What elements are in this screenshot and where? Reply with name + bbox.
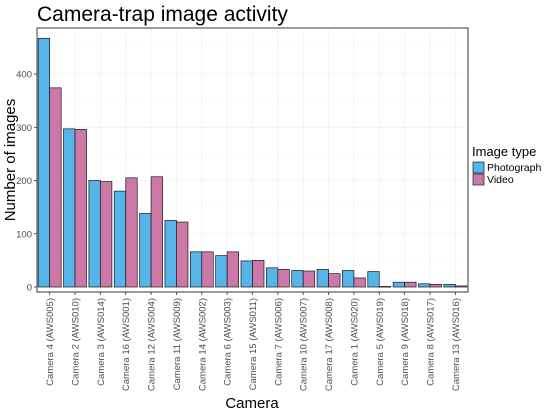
bar-video-1 xyxy=(49,87,62,288)
bar-photograph-9 xyxy=(240,260,253,288)
legend-title: Image type xyxy=(472,144,536,159)
x-tick-label: Camera 5 (AWS019) xyxy=(375,298,386,386)
x-tick-label: Camera 16 (AWS001) xyxy=(121,298,132,391)
x-tick-label: Camera 7 (AWS006) xyxy=(273,298,284,386)
x-tick-label: Camera 11 (AWS009) xyxy=(172,298,183,390)
bar-photograph-12 xyxy=(316,269,329,288)
bar-photograph-16 xyxy=(418,283,431,288)
bar-video-4 xyxy=(125,177,138,288)
bar-photograph-7 xyxy=(189,251,203,288)
bar-video-16 xyxy=(429,283,442,288)
x-tick-label: Camera 17 (AWS008) xyxy=(324,298,335,391)
y-axis-ticks: 0 100 200 300 400 xyxy=(16,70,37,294)
chart-title: Camera-trap image activity xyxy=(37,3,288,26)
bar-video-6 xyxy=(176,221,189,288)
bar-photograph-10 xyxy=(266,267,279,288)
y-tick-label: 400 xyxy=(16,70,32,81)
y-tick-label: 300 xyxy=(16,123,32,134)
legend-label-video: Video xyxy=(487,174,514,186)
x-tick-label: Camera 2 (AWS010) xyxy=(71,298,82,386)
x-axis-title: Camera xyxy=(225,395,279,412)
y-tick-label: 0 xyxy=(27,283,32,294)
x-tick-label: Camera 15 (AWS011) xyxy=(248,298,259,390)
legend-key-photograph xyxy=(472,161,485,174)
bar-video-2 xyxy=(74,129,87,288)
x-tick-label: Camera 8 (AWS017) xyxy=(425,298,436,386)
bar-photograph-6 xyxy=(164,220,177,288)
bar-video-5 xyxy=(150,176,163,288)
bar-photograph-13 xyxy=(342,270,355,288)
legend-label-photograph: Photograph xyxy=(487,162,541,174)
bar-photograph-1 xyxy=(37,37,51,288)
bar-video-17 xyxy=(454,285,468,288)
bar-video-8 xyxy=(226,251,239,288)
bar-photograph-14 xyxy=(367,271,380,288)
x-tick-label: Camera 4 (AWS005) xyxy=(45,298,56,386)
bar-video-14 xyxy=(378,286,392,288)
x-tick-label: Camera 13 (AWS016) xyxy=(451,298,462,391)
x-tick-label: Camera 9 (AWS018) xyxy=(400,298,411,386)
bar-video-13 xyxy=(353,277,366,288)
x-tick-label: Camera 3 (AWS014) xyxy=(96,298,107,386)
x-tick-label: Camera 12 (AWS004) xyxy=(147,298,158,391)
bar-photograph-3 xyxy=(88,180,101,288)
bar-photograph-17 xyxy=(443,283,456,288)
x-tick-label: Camera 10 (AWS007) xyxy=(299,298,310,391)
bar-photograph-11 xyxy=(291,270,304,288)
x-tick-label: Camera 1 (AWS020) xyxy=(349,298,360,386)
bar-photograph-5 xyxy=(139,213,152,288)
y-axis-title: Number of images xyxy=(2,99,19,222)
x-axis-ticks: Camera 4 (AWS005) Camera 2 (AWS010) Camera… xyxy=(45,292,462,391)
bar-photograph-4 xyxy=(113,190,127,288)
y-tick-label: 100 xyxy=(16,229,32,240)
x-tick-label: Camera 6 (AWS003) xyxy=(223,298,234,386)
bar-photograph-2 xyxy=(63,128,76,288)
x-tick-label: Camera 14 (AWS002) xyxy=(197,298,208,391)
bar-video-7 xyxy=(201,251,214,288)
bar-video-12 xyxy=(328,273,341,288)
bar-video-3 xyxy=(100,181,113,288)
legend-key-video xyxy=(472,173,485,186)
bar-video-15 xyxy=(404,281,417,288)
bar-video-11 xyxy=(302,270,316,288)
bar-photograph-8 xyxy=(215,255,228,288)
bars xyxy=(37,37,468,288)
bar-video-9 xyxy=(252,260,265,288)
y-tick-label: 200 xyxy=(16,176,32,187)
bar-photograph-15 xyxy=(392,281,405,288)
bar-video-10 xyxy=(277,269,290,288)
